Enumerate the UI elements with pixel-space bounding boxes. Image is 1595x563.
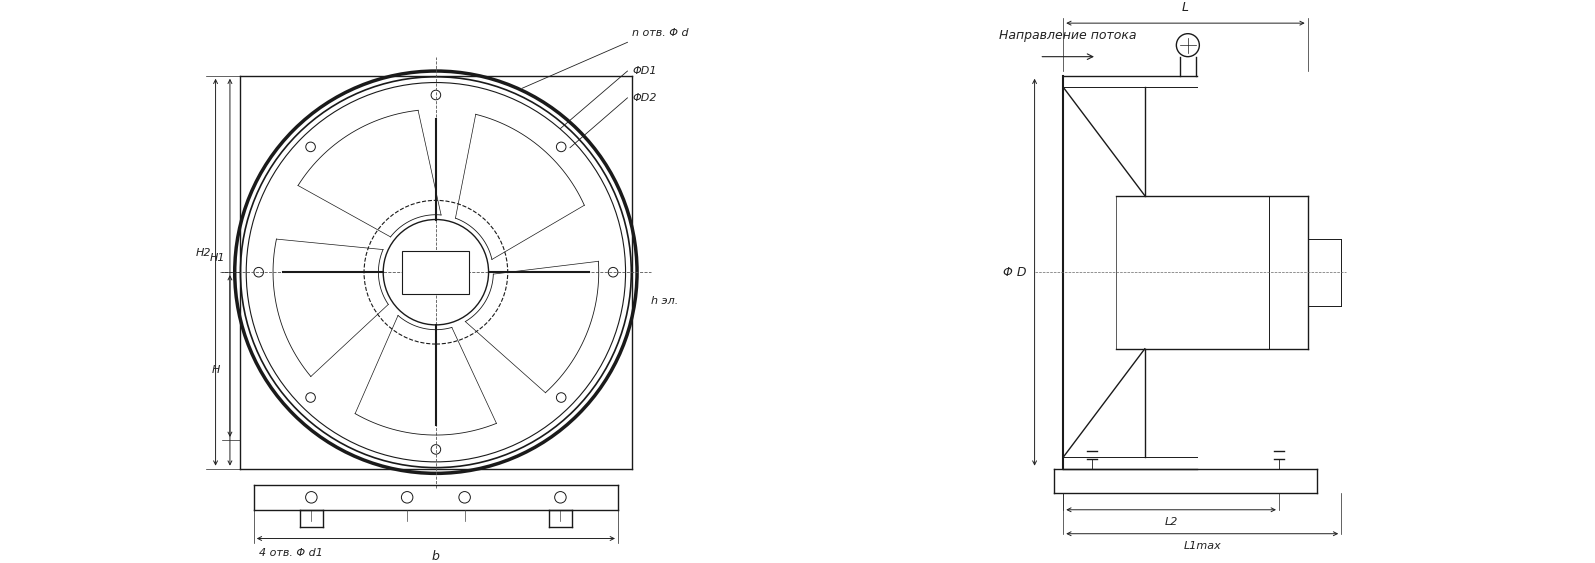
Text: b: b bbox=[432, 550, 440, 563]
Text: n отв. Φ d: n отв. Φ d bbox=[632, 28, 689, 38]
Text: ΦD2: ΦD2 bbox=[632, 93, 657, 103]
Text: L1max: L1max bbox=[1183, 542, 1222, 551]
Circle shape bbox=[416, 253, 455, 292]
Text: L2: L2 bbox=[1164, 517, 1177, 528]
Text: H: H bbox=[212, 365, 220, 376]
Text: Направление потока: Направление потока bbox=[1000, 29, 1137, 42]
Text: L: L bbox=[1182, 1, 1188, 14]
Text: ΦD1: ΦD1 bbox=[632, 66, 657, 76]
Text: h эл.: h эл. bbox=[651, 296, 678, 306]
Text: H1: H1 bbox=[209, 253, 225, 263]
Bar bbox=[402, 251, 469, 294]
Text: 4 отв. Φ d1: 4 отв. Φ d1 bbox=[258, 548, 322, 558]
Text: Φ D: Φ D bbox=[1003, 266, 1027, 279]
Text: H2: H2 bbox=[195, 248, 211, 258]
